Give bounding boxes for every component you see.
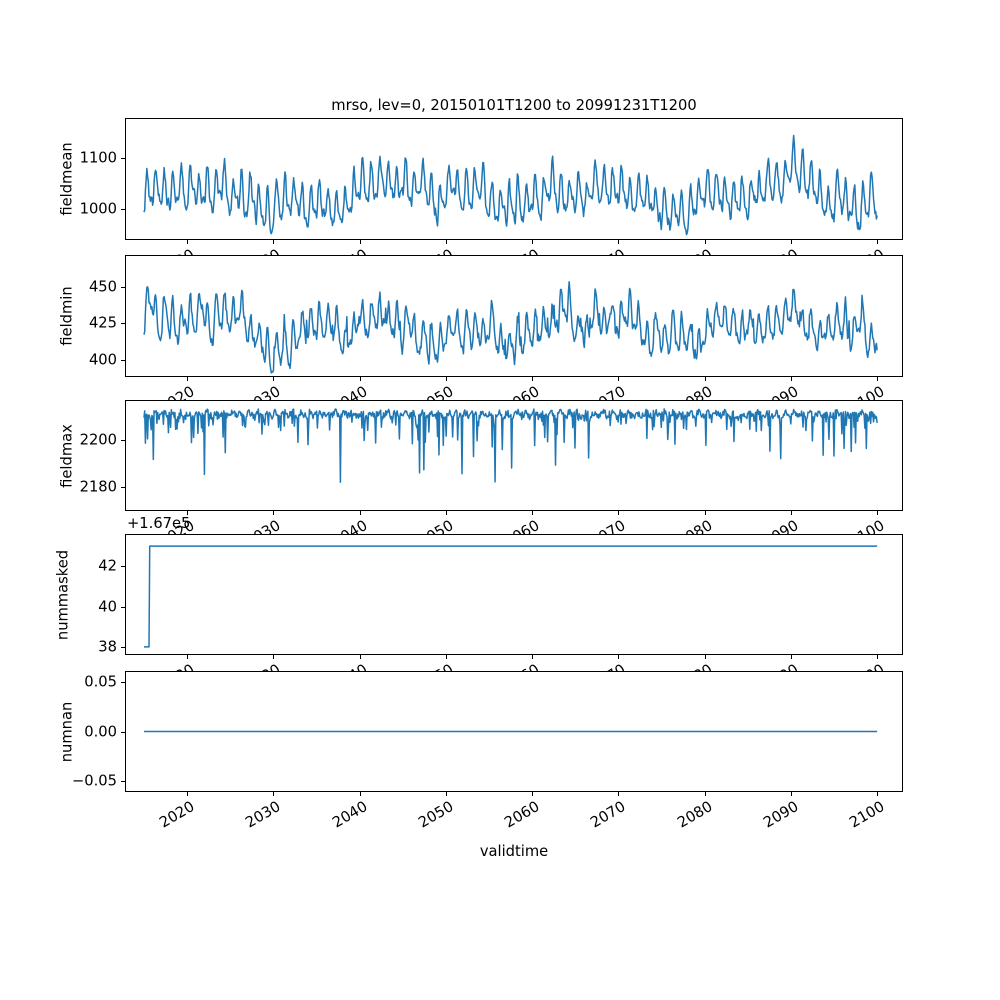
xtick-mark [187, 792, 189, 796]
ytick-mark [121, 208, 125, 210]
ytick-label: 450 [88, 278, 117, 296]
ytick-label: 40 [98, 598, 117, 616]
ytick-label: 1100 [79, 149, 117, 167]
xtick-mark [187, 655, 189, 659]
xtick-mark [532, 240, 534, 244]
xtick-mark [359, 792, 361, 796]
xtick-label: 2070 [587, 798, 629, 832]
ytick-label: 38 [98, 638, 117, 656]
xtick-mark [790, 655, 792, 659]
xtick-mark [618, 377, 620, 381]
x-axis-label: validtime [479, 843, 549, 860]
ytick-label: 2180 [79, 478, 117, 496]
ytick-mark [121, 780, 125, 782]
ytick-label: 0.05 [84, 673, 117, 691]
xtick-label: 2100 [846, 798, 888, 832]
xtick-mark [704, 240, 706, 244]
xtick-mark [532, 511, 534, 515]
xtick-mark [273, 511, 275, 515]
ytick-mark [121, 286, 125, 289]
xtick-mark [704, 377, 706, 381]
xtick-label: 2020 [156, 798, 198, 832]
xtick-mark [359, 377, 361, 381]
xtick-mark [790, 240, 792, 244]
xtick-mark [618, 792, 620, 796]
xtick-mark [445, 792, 447, 796]
axes-frame-nummasked [125, 534, 903, 655]
xtick-mark [273, 792, 275, 796]
xtick-label: 2040 [329, 798, 371, 832]
figure-title: mrso, lev=0, 20150101T1200 to 20991231T1… [331, 97, 697, 114]
xtick-mark [359, 240, 361, 244]
xtick-mark [445, 240, 447, 244]
xtick-mark [359, 655, 361, 659]
ytick-mark [121, 487, 125, 489]
xtick-mark [877, 377, 879, 381]
xtick-mark [704, 511, 706, 515]
xtick-mark [877, 792, 879, 796]
xtick-mark [877, 655, 879, 659]
ytick-label: −0.05 [71, 772, 117, 790]
data-line-nummasked [143, 545, 878, 648]
data-line-fieldmean [143, 134, 878, 236]
xtick-mark [704, 792, 706, 796]
xtick-mark [187, 377, 189, 381]
ytick-label: 2200 [79, 431, 117, 449]
ytick-label: 400 [88, 351, 117, 369]
xtick-mark [445, 377, 447, 381]
ytick-mark [121, 566, 125, 568]
xtick-label: 2080 [674, 798, 716, 832]
xtick-mark [445, 511, 447, 515]
y-axis-label-numnan: numnan [58, 701, 76, 762]
xtick-mark [445, 655, 447, 659]
ytick-mark [121, 158, 125, 160]
data-line-fieldmin [143, 281, 878, 374]
ytick-mark [121, 682, 125, 684]
xtick-mark [359, 511, 361, 515]
ytick-mark [121, 646, 125, 649]
data-line-fieldmax [143, 408, 878, 484]
xtick-mark [273, 655, 275, 659]
data-line-numnan [143, 730, 878, 733]
y-axis-offset-text: +1.67e5 [127, 515, 191, 532]
xtick-label: 2050 [415, 798, 457, 832]
xtick-mark [790, 377, 792, 381]
xtick-mark [187, 511, 189, 515]
ytick-mark [121, 359, 125, 361]
ytick-label: 42 [98, 557, 117, 575]
ytick-mark [121, 606, 125, 608]
xtick-mark [532, 655, 534, 659]
ytick-label: 1000 [79, 200, 117, 218]
xtick-mark [877, 511, 879, 515]
xtick-mark [618, 655, 620, 659]
xtick-mark [532, 792, 534, 796]
xtick-mark [273, 377, 275, 381]
xtick-mark [273, 240, 275, 244]
xtick-mark [187, 240, 189, 244]
ytick-label: 425 [88, 314, 117, 332]
xtick-mark [877, 240, 879, 244]
ytick-label: 0.00 [84, 723, 117, 740]
xtick-label: 2090 [760, 798, 802, 832]
xtick-mark [790, 511, 792, 515]
xtick-label: 2060 [501, 798, 543, 832]
xtick-mark [790, 792, 792, 796]
ytick-mark [121, 731, 125, 733]
xtick-mark [618, 240, 620, 244]
xtick-mark [532, 377, 534, 381]
xtick-mark [704, 655, 706, 659]
xtick-label: 2030 [242, 798, 284, 832]
xtick-mark [618, 511, 620, 515]
ytick-mark [121, 440, 125, 442]
ytick-mark [121, 323, 125, 325]
